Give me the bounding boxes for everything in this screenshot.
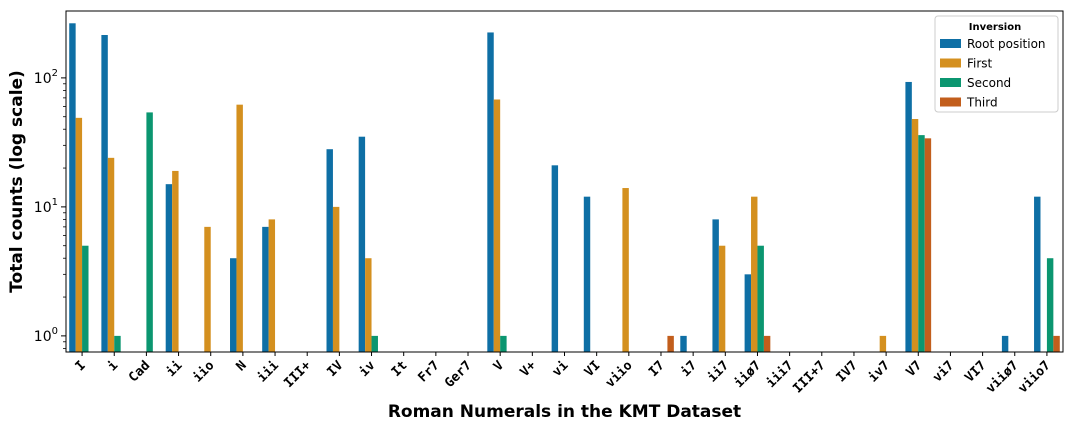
bar-i7-root-position <box>680 335 687 352</box>
y-tick-label: 100 <box>34 326 58 345</box>
x-tick-label: viio <box>603 358 636 391</box>
x-tick-label: V <box>491 358 507 374</box>
bar-N-root-position <box>230 258 237 352</box>
bar-iv-first <box>365 258 372 352</box>
y-tick-base: 10 <box>34 71 52 87</box>
x-tick-label: I7 <box>646 358 668 380</box>
bar-viio7-second <box>1046 258 1054 352</box>
x-tick-label: viiø7 <box>983 358 1021 396</box>
x-tick-label: ii7 <box>705 358 732 385</box>
y-tick-exponent: 1 <box>52 197 58 208</box>
x-tick-label: III+7 <box>790 358 828 396</box>
legend-title: Inversion <box>969 22 1021 33</box>
bar-iv7-first <box>879 335 887 352</box>
bar-ii-first <box>172 170 179 352</box>
bar-iiø7-third <box>763 335 771 352</box>
x-tick-label: V+ <box>517 358 539 380</box>
y-tick-exponent: 0 <box>52 326 58 337</box>
bar-iiø7-root-position <box>744 274 752 352</box>
bar-V-root-position <box>487 32 494 352</box>
x-tick-label: iiø7 <box>732 358 765 391</box>
x-tick-label: Cad <box>126 358 153 385</box>
x-tick-label: i <box>105 358 121 374</box>
x-tick-label: iv7 <box>866 358 893 385</box>
legend-swatch <box>940 58 961 68</box>
y-tick-base: 10 <box>34 329 52 345</box>
y-axis-title: Total counts (log scale) <box>7 70 27 293</box>
legend-label: Third <box>966 96 998 110</box>
x-tick-label: V7 <box>903 358 925 380</box>
y-tick-label: 101 <box>34 197 58 216</box>
x-tick-label: N <box>234 358 250 374</box>
bar-V-first <box>493 99 501 352</box>
bar-ii7-root-position <box>712 219 719 352</box>
x-tick-label: IV <box>325 358 347 380</box>
legend-swatch <box>940 39 961 48</box>
x-tick-label: iio <box>190 358 217 385</box>
bar-i-second <box>114 335 121 352</box>
legend-swatch <box>940 78 961 87</box>
x-tick-label: III+ <box>281 358 314 391</box>
bar-iiø7-first <box>751 196 758 352</box>
x-tick-label: viio7 <box>1015 358 1053 396</box>
bar-iii-root-position <box>262 226 269 352</box>
x-tick-label: Ger7 <box>442 358 475 391</box>
bar-VI-root-position <box>583 196 591 352</box>
bar-iii-first <box>268 219 276 352</box>
bar-i-first <box>107 157 115 352</box>
bar-viio7-root-position <box>1034 196 1041 352</box>
x-tick-label: iv <box>357 358 379 380</box>
x-axis-title: Roman Numerals in the KMT Dataset <box>388 402 741 422</box>
bar-vi-root-position <box>551 165 559 352</box>
bar-IV-root-position <box>326 149 333 352</box>
bar-ii-root-position <box>165 184 173 352</box>
bar-viio-first <box>622 188 629 352</box>
y-tick-base: 10 <box>34 200 52 216</box>
x-tick-label: i7 <box>678 358 700 380</box>
x-tick-label: ii <box>164 358 186 380</box>
bar-I-root-position <box>69 23 76 352</box>
bar-I-first <box>75 117 83 352</box>
bar-viiø7-root-position <box>1001 335 1009 352</box>
bar-V7-root-position <box>905 81 912 352</box>
x-tick-label: vi <box>550 358 572 380</box>
bar-i-root-position <box>101 35 108 352</box>
x-tick-label: vi7 <box>930 358 957 385</box>
x-tick-label: Fr7 <box>415 358 442 385</box>
bar-iv-root-position <box>358 136 366 352</box>
bar-Cad-second <box>146 112 153 352</box>
bar-I-second <box>82 245 89 352</box>
bar-iiø7-second <box>757 245 764 352</box>
x-tick-label: VI <box>582 358 604 380</box>
legend-swatch <box>940 97 961 107</box>
y-tick-exponent: 2 <box>52 68 58 79</box>
x-tick-label: iii <box>255 358 282 385</box>
bar-IV-first <box>332 206 340 352</box>
x-tick-label: IV7 <box>834 358 861 385</box>
bar-iv-second <box>371 335 378 352</box>
bar-N-first <box>236 104 243 352</box>
bar-I7-third <box>667 335 674 352</box>
bar-V-second <box>500 335 507 352</box>
legend-label: First <box>967 57 993 71</box>
bar-V7-second <box>918 135 925 352</box>
bar-V7-third <box>924 138 932 352</box>
bar-viio7-third <box>1053 335 1060 352</box>
x-tick-label: I <box>73 358 89 374</box>
bar-V7-first <box>911 119 919 352</box>
legend-box <box>934 15 1059 113</box>
bar-iio-first <box>204 226 211 352</box>
legend-label: Second <box>967 76 1011 90</box>
legend: Inversion Root position First Second Third <box>934 15 1059 113</box>
legend-label: Root position <box>967 37 1046 51</box>
bar-ii7-first <box>718 245 726 352</box>
x-tick-label: It <box>389 358 411 380</box>
y-tick-label: 102 <box>34 68 58 87</box>
bars-layer <box>69 23 1060 352</box>
x-tick-label: VI7 <box>962 358 989 385</box>
